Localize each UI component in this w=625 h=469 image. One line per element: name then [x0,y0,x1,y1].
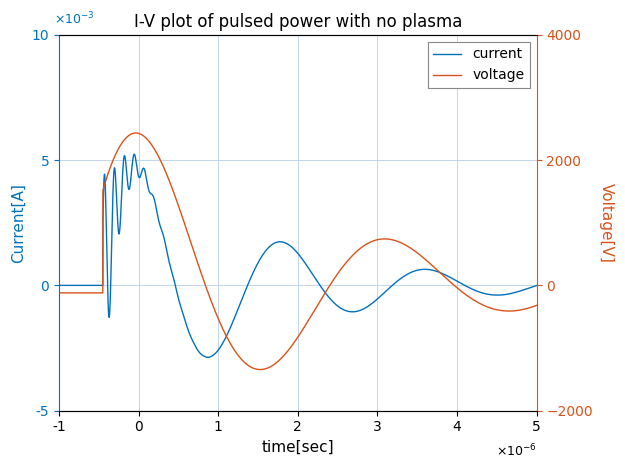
voltage [174,202,182,207]
voltage [132,130,139,136]
Title: I-V plot of pulsed power with no plasma: I-V plot of pulsed power with no plasma [134,13,462,30]
voltage [281,351,289,357]
current [281,240,289,246]
Text: $\times 10^{-6}$: $\times 10^{-6}$ [496,443,537,459]
Y-axis label: Voltage[V]: Voltage[V] [599,183,614,263]
current [533,283,541,288]
current [204,355,212,360]
Text: $\times 10^{-3}$: $\times 10^{-3}$ [54,11,95,27]
current [362,305,369,310]
voltage [398,240,405,246]
X-axis label: time[sec]: time[sec] [261,440,334,455]
current [131,151,138,157]
Legend: current, voltage: current, voltage [428,42,530,88]
current [502,292,509,297]
voltage [362,242,369,248]
Line: current: current [59,154,537,357]
voltage [55,290,63,295]
voltage [344,257,352,263]
voltage [502,308,509,314]
current [174,294,182,300]
voltage [533,303,541,308]
current [344,309,352,314]
Y-axis label: Current[A]: Current[A] [11,183,26,263]
current [55,282,63,288]
current [398,275,405,281]
Line: voltage: voltage [59,133,537,370]
voltage [256,367,264,372]
